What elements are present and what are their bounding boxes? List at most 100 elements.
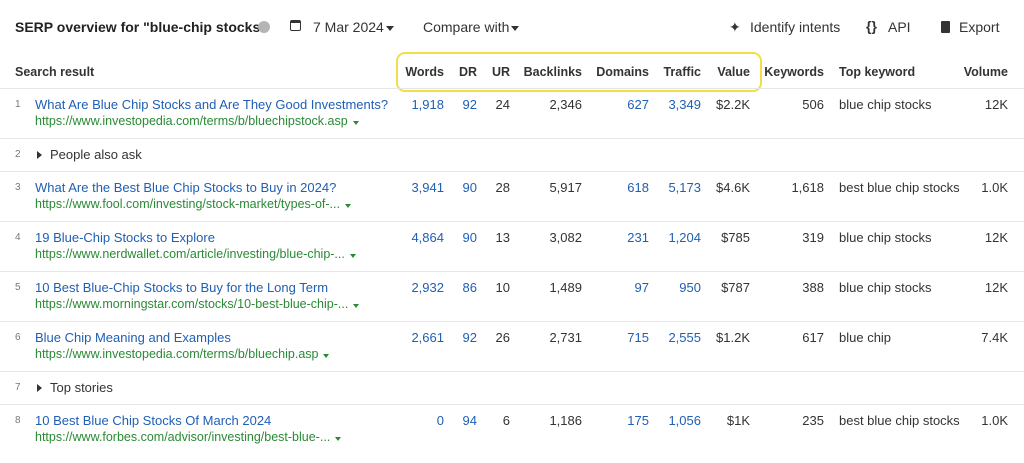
row-position: 3 [15,182,21,193]
row-position: 4 [15,232,21,243]
row-separator [0,371,1024,372]
column-header[interactable]: Keywords [764,65,824,79]
column-header[interactable]: Value [717,65,750,79]
cell-volume: 12K [984,280,1008,295]
identify-intents[interactable]: Identify intents [750,19,841,35]
cell-ur: 10 [495,280,510,295]
cell-dr[interactable]: 90 [462,180,477,195]
api-button[interactable]: API [888,19,911,35]
row-separator [0,171,1024,172]
cell-words[interactable]: 2,932 [411,280,444,295]
cell-keywords: 319 [802,230,824,245]
row-separator [0,221,1024,222]
serp-feature[interactable]: Top stories [50,379,113,395]
cell-traffic[interactable]: 950 [679,280,701,295]
cell-top-keyword: best blue chip stocks [839,413,960,428]
result-title[interactable]: 10 Best Blue-Chip Stocks to Buy for the … [35,280,329,295]
intents-icon: ✦ [729,19,741,35]
url-dropdown[interactable] [352,121,359,125]
cell-keywords: 235 [802,413,824,428]
row-position: 5 [15,282,21,293]
column-header[interactable]: Volume [963,65,1008,79]
cell-dr[interactable]: 92 [462,330,477,345]
result-title[interactable]: What Are Blue Chip Stocks and Are They G… [35,97,389,112]
result-url[interactable]: https://www.fool.com/investing/stock-mar… [35,197,340,211]
cell-ur: 28 [495,180,510,195]
cell-dr[interactable]: 92 [462,97,477,112]
cell-domains[interactable]: 715 [627,330,649,345]
cell-value: $2.2K [716,97,750,112]
cell-keywords: 388 [802,280,824,295]
row-separator [0,138,1024,139]
cell-volume: 1.0K [981,413,1008,428]
cell-backlinks: 5,917 [549,180,582,195]
result-title[interactable]: 19 Blue-Chip Stocks to Explore [35,230,215,245]
column-header[interactable]: Domains [596,65,649,79]
cell-dr[interactable]: 94 [462,413,477,428]
cell-backlinks: 2,346 [549,97,582,112]
cell-value: $1.2K [716,330,750,345]
column-header[interactable]: Top keyword [839,65,916,79]
url-dropdown[interactable] [353,304,360,308]
date-picker[interactable]: 7 Mar 2024 [313,19,384,35]
result-url[interactable]: https://www.morningstar.com/stocks/10-be… [35,297,349,311]
result-url[interactable]: https://www.investopedia.com/terms/b/blu… [35,347,319,361]
column-header[interactable]: DR [458,65,477,79]
result-title[interactable]: What Are the Best Blue Chip Stocks to Bu… [35,180,337,195]
cell-ur: 13 [495,230,510,245]
cell-words[interactable]: 1,918 [411,97,444,112]
help-icon[interactable] [258,21,270,33]
result-url[interactable]: https://www.nerdwallet.com/article/inves… [35,247,345,261]
cell-domains[interactable]: 231 [627,230,649,245]
export-button[interactable]: Export [959,19,1000,35]
cell-words[interactable]: 2,661 [411,330,444,345]
cell-domains[interactable]: 627 [627,97,649,112]
row-position: 7 [15,381,21,393]
export-icon [941,21,950,33]
compare-caret [511,26,519,31]
result-title[interactable]: 10 Best Blue Chip Stocks Of March 2024 [35,413,272,428]
url-dropdown[interactable] [349,254,356,258]
date-caret [386,26,394,31]
cell-dr[interactable]: 90 [462,230,477,245]
cell-value: $787 [721,280,750,295]
column-header[interactable]: Words [405,65,444,79]
cell-top-keyword: blue chip stocks [839,97,932,112]
compare-with[interactable]: Compare with [423,19,510,35]
metrics-highlight [396,52,762,92]
result-url[interactable]: https://www.forbes.com/advisor/investing… [35,430,331,444]
cell-traffic[interactable]: 3,349 [668,97,701,112]
cell-keywords: 506 [802,97,824,112]
cell-top-keyword: blue chip stocks [839,230,932,245]
cell-ur: 24 [495,97,510,112]
cell-words[interactable]: 0 [436,413,444,428]
cell-backlinks: 2,731 [549,330,582,345]
column-header[interactable]: UR [491,65,510,79]
url-dropdown[interactable] [344,204,351,208]
row-position: 8 [15,415,21,426]
cell-domains[interactable]: 175 [627,413,649,428]
result-title[interactable]: Blue Chip Meaning and Examples [35,330,231,345]
cell-words[interactable]: 4,864 [411,230,444,245]
column-header[interactable]: Traffic [663,65,701,79]
cell-traffic[interactable]: 1,056 [668,413,701,428]
cell-ur: 26 [495,330,510,345]
cell-traffic[interactable]: 5,173 [668,180,701,195]
column-header[interactable]: Search result [15,65,95,79]
cell-traffic[interactable]: 1,204 [668,230,701,245]
serp-feature[interactable]: People also ask [50,146,142,162]
cell-domains[interactable]: 618 [627,180,649,195]
cell-top-keyword: blue chip [839,330,892,345]
cell-traffic[interactable]: 2,555 [668,330,701,345]
result-url[interactable]: https://www.investopedia.com/terms/b/blu… [35,114,348,128]
cell-domains[interactable]: 97 [634,280,649,295]
cell-value: $4.6K [716,180,750,195]
url-dropdown[interactable] [323,354,330,358]
column-header[interactable]: Backlinks [523,65,582,79]
url-dropdown[interactable] [335,437,342,441]
expand-icon[interactable] [37,383,42,392]
cell-dr[interactable]: 86 [462,280,477,295]
cell-volume: 12K [984,97,1008,112]
cell-words[interactable]: 3,941 [411,180,444,195]
expand-icon[interactable] [37,150,42,159]
